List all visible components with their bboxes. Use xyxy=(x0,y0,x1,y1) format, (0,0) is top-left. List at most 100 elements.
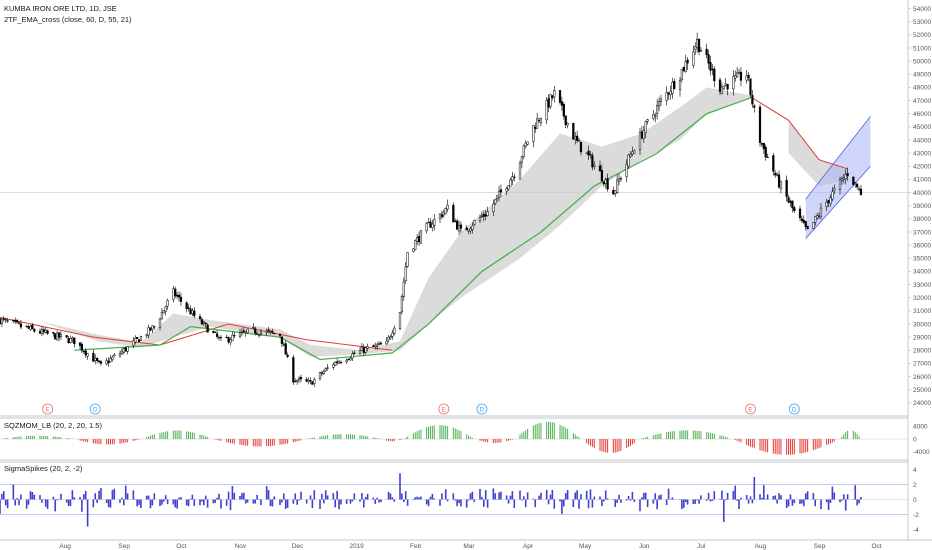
sigma-spike-bar xyxy=(399,473,401,500)
candle-body xyxy=(16,320,19,323)
event-marker-label: E xyxy=(442,406,447,413)
candle-body xyxy=(217,337,221,339)
sigma-spike-bar xyxy=(111,490,114,500)
sigma-spike-bar xyxy=(204,495,207,500)
sigma-spike-bar xyxy=(401,493,403,500)
time-axis-label: Feb xyxy=(410,543,422,550)
candle-body xyxy=(638,131,642,151)
candle-body xyxy=(484,214,487,217)
sigma-spike-bar xyxy=(763,485,765,500)
candle-body xyxy=(446,204,449,210)
sigma-spike-bar xyxy=(523,496,525,500)
candle-body xyxy=(19,323,23,328)
candle-body xyxy=(134,338,137,343)
sigma-spike-bar xyxy=(81,499,83,512)
candle-body xyxy=(46,330,49,334)
candle-body xyxy=(617,178,621,182)
price-tick-label: 39000 xyxy=(913,203,931,210)
sigma-spike-bar xyxy=(614,499,617,507)
sigma-spike-bar xyxy=(620,499,622,503)
time-axis-label: Dec xyxy=(292,543,304,550)
sigma-spike-bar xyxy=(749,496,752,500)
sigma-spike-bar xyxy=(294,493,297,500)
channel-lower-line xyxy=(805,166,871,239)
sigma-spike-bar xyxy=(225,499,228,506)
candle-body xyxy=(602,181,605,185)
candle-body xyxy=(534,126,537,129)
candle-body xyxy=(398,312,402,329)
candle-body xyxy=(774,172,777,176)
time-axis-label: Sep xyxy=(118,543,130,550)
sigma-spike-bar xyxy=(511,491,514,500)
event-marker-d xyxy=(476,403,488,415)
event-marker-e xyxy=(438,403,450,415)
candle-body xyxy=(214,331,217,333)
sigma-spike-bar xyxy=(576,490,578,500)
time-axis-label: May xyxy=(579,543,592,550)
sigma-spike-bar xyxy=(721,490,723,500)
price-tick-label: 33000 xyxy=(913,282,931,289)
candle-body xyxy=(787,197,790,203)
candle-body xyxy=(296,380,299,383)
sigma-spike-bar xyxy=(0,499,1,514)
sigma-spike-bar xyxy=(406,499,409,506)
sigma-tick-label: 0 xyxy=(913,497,917,504)
candle-body xyxy=(404,266,407,282)
sigma-spike-bar xyxy=(553,499,556,509)
sigma-spike-bar xyxy=(33,494,36,500)
price-tick-label: 27000 xyxy=(913,361,931,368)
sigma-spike-bar xyxy=(460,499,462,507)
candle-body xyxy=(539,118,543,124)
candle-body xyxy=(705,48,708,56)
sigma-spike-bar xyxy=(56,499,58,501)
candle-body xyxy=(151,325,154,330)
sigma-spike-bar xyxy=(843,494,845,500)
candle-body xyxy=(202,321,205,324)
candle-body xyxy=(802,219,805,223)
sigma-spike-bar xyxy=(416,496,418,500)
sigma-spike-bar xyxy=(483,499,485,507)
candle-body xyxy=(109,358,112,363)
sigma-spike-bar xyxy=(829,499,832,503)
candle-body xyxy=(4,319,7,321)
price-tick-label: 42000 xyxy=(913,164,931,171)
candle-body xyxy=(612,189,615,195)
sigma-spike-bar xyxy=(603,499,605,502)
time-axis-label: Jul xyxy=(697,543,706,550)
candle-body xyxy=(273,333,276,335)
sigma-spike-bar xyxy=(351,499,354,502)
time-axis-label: Jun xyxy=(639,543,650,550)
sigma-spike-bar xyxy=(345,499,348,504)
sigma-spike-bar xyxy=(54,499,57,512)
candle-body xyxy=(400,296,404,313)
time-axis-label: Apr xyxy=(523,543,534,550)
candle-body xyxy=(318,372,322,379)
price-tick-label: 54000 xyxy=(913,6,931,13)
candle-body xyxy=(67,338,70,343)
sigma-spike-bar xyxy=(98,490,100,500)
sigma-spike-bar xyxy=(273,496,276,500)
sigma-spike-bar xyxy=(679,499,681,501)
sigma-spike-bar xyxy=(364,496,367,500)
sigma-spike-bar xyxy=(473,499,476,503)
candle-body xyxy=(737,71,741,74)
candle-body xyxy=(646,119,649,122)
candle-body xyxy=(229,339,232,343)
candle-body xyxy=(313,379,316,384)
sigma-spike-bar xyxy=(149,499,152,509)
candle-body xyxy=(191,310,194,314)
sigma-spike-bar xyxy=(73,497,76,500)
candle-body xyxy=(393,327,396,334)
candle-body xyxy=(644,121,647,133)
candle-body xyxy=(96,358,99,361)
sigma-spike-bar xyxy=(671,497,674,500)
sigma-spike-bar xyxy=(86,499,89,527)
sigma-spike-bar xyxy=(825,499,828,503)
sigma-spike-bar xyxy=(589,489,592,500)
candle-body xyxy=(387,336,390,341)
price-tick-label: 34000 xyxy=(913,269,931,276)
sigma-spike-bar xyxy=(538,495,540,500)
candle-body xyxy=(760,143,764,145)
sigma-spike-bar xyxy=(79,496,81,500)
